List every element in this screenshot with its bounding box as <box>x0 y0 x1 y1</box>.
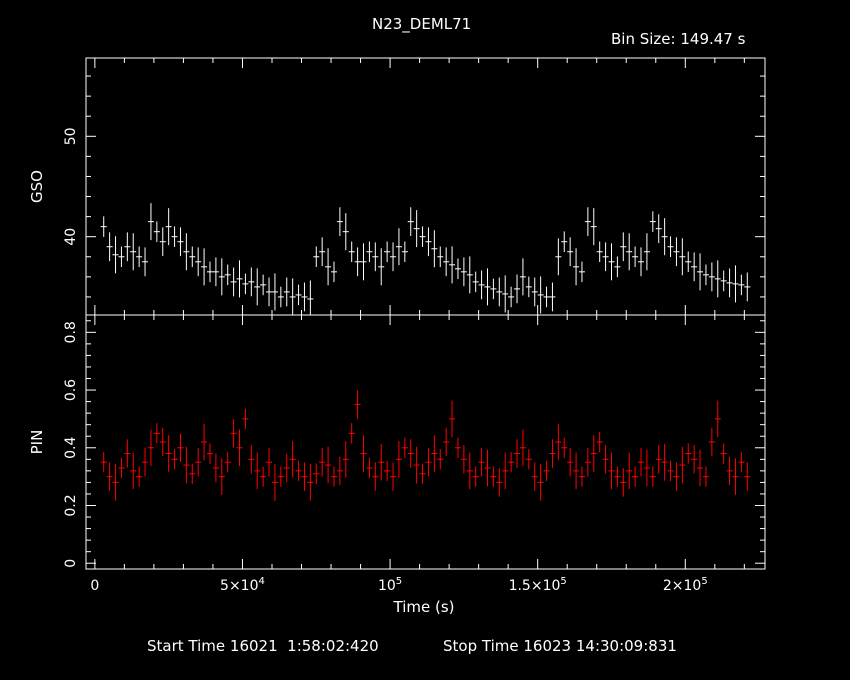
y-tick-label: 0.8 <box>63 321 79 343</box>
bin-size-label: Bin Size: 149.47 s <box>611 30 745 48</box>
stop-time-label: Stop Time <box>443 637 519 655</box>
x-tick-label: 105 <box>378 576 402 594</box>
chart-title: N23_DEML71 <box>372 15 472 33</box>
stop-time: Stop Time 16023 14:30:09:831 <box>443 637 677 655</box>
y-axis-label: GSO <box>28 170 46 203</box>
plot-frame <box>85 314 766 570</box>
x-tick-label: 1.5×105 <box>509 576 567 594</box>
y-axis-label: PIN <box>28 430 46 455</box>
pin-panel: 0 0.2 0.4 0.6 0.8 PIN 0 5×104 105 1.5×105 2×105 <box>28 314 766 594</box>
start-time: Start Time 16021 1:58:02:420 <box>147 637 379 655</box>
x-tick-label: 0 <box>90 578 99 594</box>
stop-time-value: 16023 14:30:09:831 <box>523 637 677 655</box>
y-tick-label: 0 <box>63 559 79 568</box>
x-tick-label: 5×104 <box>220 576 265 594</box>
x-axis-label: Time (s) <box>393 598 455 616</box>
start-time-value: 16021 1:58:02:420 <box>229 637 379 655</box>
data-series <box>100 203 751 315</box>
y-tick-label: 50 <box>63 127 79 145</box>
start-time-label: Start Time <box>147 637 226 655</box>
y-tick-label: 0.6 <box>63 379 79 401</box>
data-series <box>100 390 751 501</box>
x-tick-label: 2×105 <box>663 576 708 594</box>
gso-panel: 40 50 GSO <box>28 57 766 316</box>
y-tick-label: 0.4 <box>63 437 79 459</box>
y-tick-label: 0.2 <box>63 494 79 516</box>
plot-frame <box>85 57 766 316</box>
bin-size-prefix: Bin Size: <box>611 30 676 48</box>
y-tick-label: 40 <box>63 228 79 246</box>
bin-size-value: 149.47 s <box>680 30 746 48</box>
